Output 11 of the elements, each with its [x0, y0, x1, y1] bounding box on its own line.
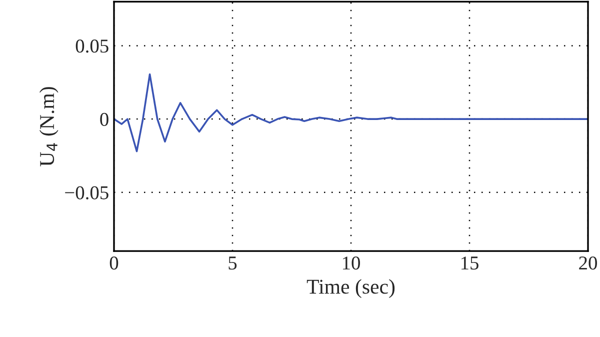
y-tick-label: −0.05: [65, 186, 108, 200]
y-axis-title: U$_{4}$ (N.m): [39, 87, 58, 166]
y-tick-label: 0: [100, 112, 108, 126]
y-tick-label: 0.05: [76, 40, 108, 53]
line-series: [114, 73, 588, 152]
x-tick-label: 20: [579, 256, 597, 270]
x-tick-label: 10: [342, 256, 360, 270]
x-tick-label: 0: [110, 256, 118, 270]
x-tick-label: 5: [228, 256, 237, 270]
x-axis-title: Time (sec): [306, 279, 395, 298]
x-tick-label: 15: [461, 256, 478, 270]
